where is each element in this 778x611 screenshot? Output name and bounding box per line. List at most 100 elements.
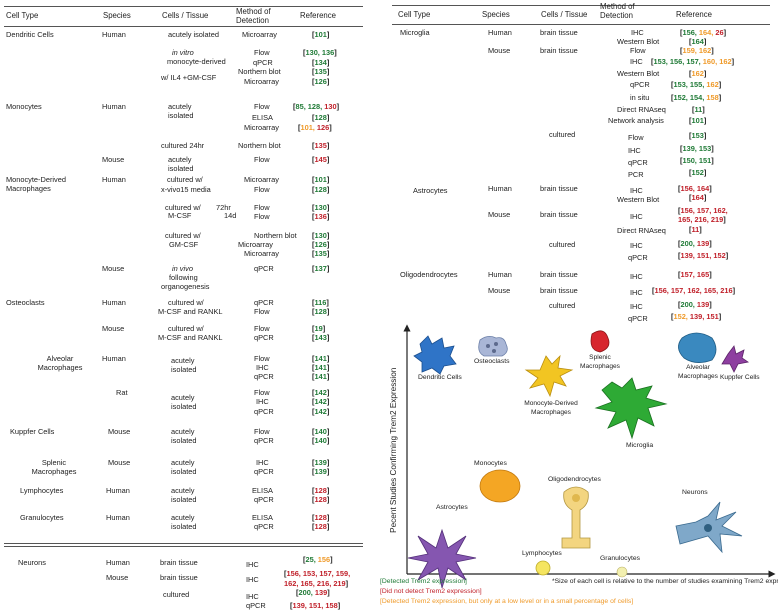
ref: [164] [689,193,707,202]
col-cells: Cells / Tissue [162,11,209,20]
cells: cultured [549,240,576,249]
cells: cultured w/ [167,175,203,184]
ref: [101] [689,116,707,125]
method: ELISA [252,513,273,522]
ref: [135] [312,67,330,76]
cells: w/ IL4 +GM-CSF [161,73,217,82]
method: Flow [254,102,270,111]
cells: M-CSF and RANKL [158,333,223,342]
cells: brain tissue [160,558,198,567]
ref: [128] [312,513,330,522]
cells: 14d [224,211,237,220]
col-species: Species [482,10,510,19]
cells: brain tissue [540,46,578,55]
cells: isolated [171,495,197,504]
ref: [139] [312,467,330,476]
species: Mouse [108,427,131,436]
label-neurons: Neurons [682,489,708,496]
row-label: Osteoclasts [6,298,45,307]
label-splenic: Splenic Macrophages [580,354,620,370]
cells: cultured w/ [165,231,201,240]
cells: acutely isolated [168,30,219,39]
method: qPCR [254,407,274,416]
cells: isolated [171,402,197,411]
method: Direct RNAseq [617,105,666,114]
method: IHC [628,146,641,155]
method: IHC [630,186,643,195]
legend-low: [Detected Trem2 expression, but only at … [380,598,634,605]
cells: acutely [171,458,195,467]
species: Mouse [488,210,511,219]
cells: M-CSF [168,211,192,220]
method: IHC [256,363,269,372]
ref: [137] [312,264,330,273]
cells: brain tissue [540,28,578,37]
label-mdm: Monocyte-Derived Macrophages [524,400,578,416]
method: qPCR [254,495,274,504]
method: qPCR [254,372,274,381]
method: Flow [254,324,270,333]
method: Flow [254,307,270,316]
cells: cultured [549,130,576,139]
method: qPCR [254,467,274,476]
ref: [128] [312,495,330,504]
method: in situ [630,93,650,102]
ref: [139, 153] [680,144,714,153]
ref: [142] [312,397,330,406]
species: Human [102,30,126,39]
cells: brain tissue [540,184,578,193]
cells: cultured [163,590,190,599]
col-cell-type: Cell Type [398,10,431,19]
species: Mouse [102,264,125,273]
cells: isolated [171,436,197,445]
cells: brain tissue [160,573,198,582]
row-label: Lymphocytes [20,486,64,495]
row-label: Monocytes [6,102,42,111]
ref: [164] [689,37,707,46]
col-species: Species [103,11,131,20]
label-osteoclasts: Osteoclasts [474,358,510,365]
ref: [128] [312,522,330,531]
ref: [152] [689,168,707,177]
method: IHC [630,288,643,297]
cells: brain tissue [540,270,578,279]
species: Human [102,175,126,184]
cells: in vitro [172,48,194,57]
cells: acutely isolated [168,155,194,173]
method: Direct RNAseq [617,226,666,235]
cells: cultured [549,301,576,310]
granulocyte-shape [616,566,628,578]
ref: [128] [312,185,330,194]
dendritic-cell-shape [413,335,457,375]
ref: [128] [312,307,330,316]
cells: M-CSF and RANKL [158,307,223,316]
species: Human [106,558,130,567]
method: Western Blot [617,195,660,204]
species: Human [106,513,130,522]
species: Human [106,486,130,495]
ref: [140] [312,436,330,445]
method: Flow [254,354,270,363]
label-lymphocytes: Lymphocytes [522,550,562,557]
ref: [156, 164] [678,184,712,193]
method: Northern blot [254,231,297,240]
label-microglia: Microglia [626,442,654,449]
ref: [143] [312,333,330,342]
y-axis-label: Pecent Studies Confirming Trem2 Expressi… [388,367,398,533]
species: Mouse [488,286,511,295]
species: Human [488,184,512,193]
cells: in vivo [172,264,193,273]
ref: 165, 216, 219] [678,215,726,224]
method: Flow [628,133,644,142]
cells: brain tissue [540,210,578,219]
method: Flow [254,427,270,436]
label-alveolar: Alveolar Macrophages [678,364,718,380]
ref: [145] [312,155,330,164]
row-label: Alveolar Macrophages [37,354,83,372]
row-label: Neurons [18,558,46,567]
cells: acutely [171,393,195,402]
row-label: Oligodendrocytes [400,270,458,279]
method: ELISA [252,113,273,122]
method: IHC [630,241,643,250]
ref: [135] [312,141,330,150]
